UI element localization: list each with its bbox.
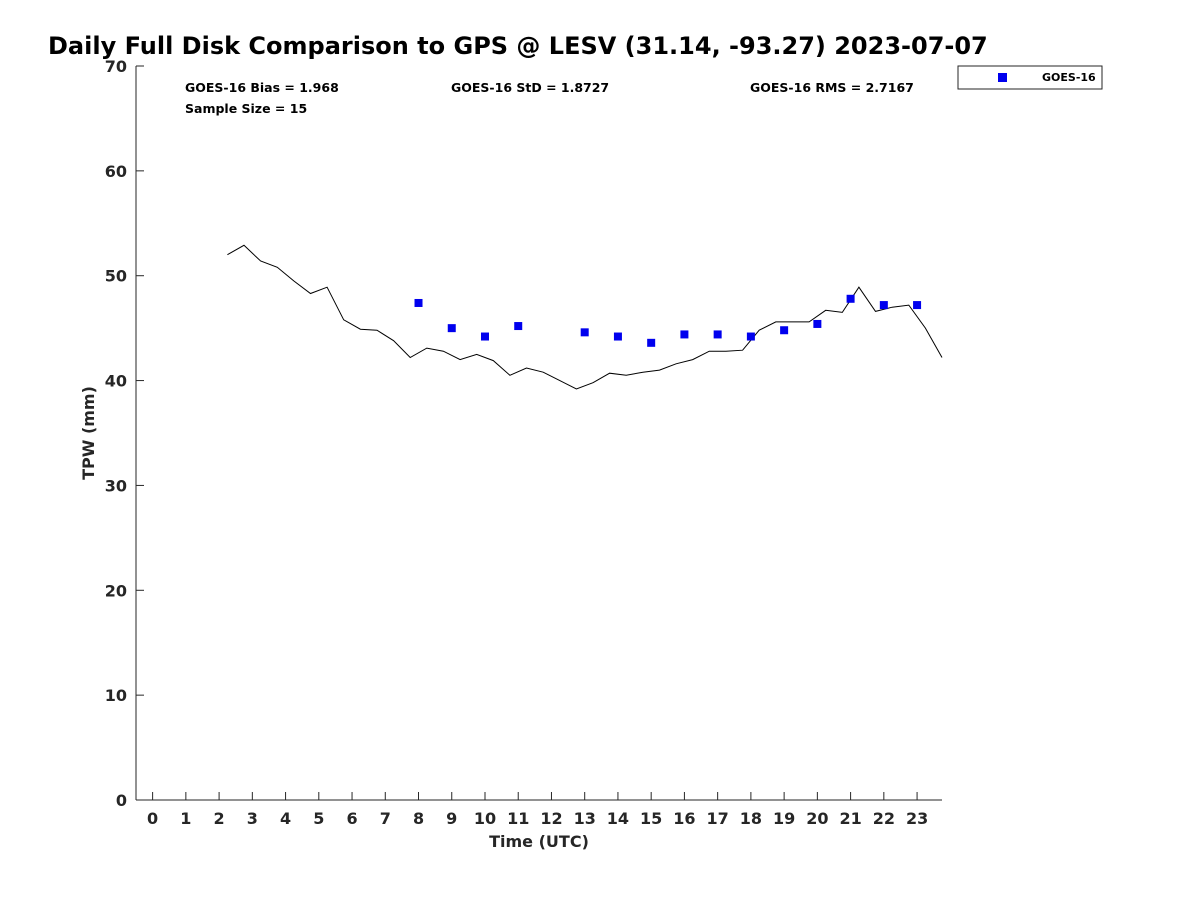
y-tick-label: 70 — [105, 57, 127, 76]
x-tick-label: 7 — [380, 809, 391, 828]
y-tick-label: 30 — [105, 476, 127, 495]
goes16-point — [746, 332, 755, 341]
x-tick-label: 12 — [540, 809, 562, 828]
x-tick-label: 14 — [607, 809, 629, 828]
x-tick-label: 6 — [346, 809, 357, 828]
chart-title: Daily Full Disk Comparison to GPS @ LESV… — [48, 32, 988, 60]
x-tick-label: 19 — [773, 809, 795, 828]
goes16-point — [414, 298, 423, 307]
legend-label: GOES-16 — [1042, 71, 1096, 84]
rms-annotation: GOES-16 RMS = 2.7167 — [750, 80, 914, 95]
goes16-point — [613, 332, 622, 341]
series-group — [227, 244, 943, 390]
sample-size-annotation: Sample Size = 15 — [185, 101, 307, 116]
goes16-point — [879, 301, 888, 310]
goes16-point — [447, 324, 456, 333]
x-tick-label: 8 — [413, 809, 424, 828]
x-tick-label: 22 — [873, 809, 895, 828]
y-tick-label: 20 — [105, 581, 127, 600]
y-tick-label: 50 — [105, 267, 127, 286]
std-annotation: GOES-16 StD = 1.8727 — [451, 80, 609, 95]
x-tick-label: 1 — [180, 809, 191, 828]
x-tick-label: 23 — [906, 809, 928, 828]
y-tick-label: 10 — [105, 686, 127, 705]
goes16-point — [647, 338, 656, 347]
goes16-point — [680, 330, 689, 339]
y-axis-label: TPW (mm) — [79, 386, 98, 480]
x-tick-label: 15 — [640, 809, 662, 828]
stats-annotations: GOES-16 Bias = 1.968 GOES-16 StD = 1.872… — [185, 80, 914, 116]
x-tick-label: 18 — [740, 809, 762, 828]
x-tick-label: 21 — [839, 809, 861, 828]
bias-annotation: GOES-16 Bias = 1.968 — [185, 80, 339, 95]
gps-tpw-line — [227, 244, 943, 390]
y-tick-label: 0 — [116, 791, 127, 810]
legend-box — [957, 65, 1103, 90]
goes16-point — [713, 330, 722, 339]
x-tick-label: 2 — [214, 809, 225, 828]
legend: GOES-16 — [957, 65, 1103, 90]
goes16-point — [514, 322, 523, 331]
x-tick-label: 13 — [574, 809, 596, 828]
goes16-point — [580, 328, 589, 337]
goes16-point — [480, 332, 489, 341]
x-tick-label: 11 — [507, 809, 529, 828]
x-tick-label: 0 — [147, 809, 158, 828]
x-tick-label: 5 — [313, 809, 324, 828]
goes16-point — [846, 294, 855, 303]
goes16-point — [813, 319, 822, 328]
x-tick-label: 4 — [280, 809, 291, 828]
goes16-point — [913, 301, 922, 310]
legend-marker — [998, 73, 1007, 82]
goes16-point — [780, 326, 789, 335]
x-axis-ticks: 0 1 2 3 4 5 6 7 8 9 10 11 12 13 14 15 16 17 18 19 20 21 22 23 — [147, 792, 928, 828]
x-tick-label: 3 — [247, 809, 258, 828]
x-tick-label: 9 — [446, 809, 457, 828]
x-tick-label: 16 — [673, 809, 695, 828]
x-tick-label: 17 — [707, 809, 729, 828]
x-axis-label: Time (UTC) — [489, 832, 589, 851]
x-tick-label: 20 — [806, 809, 828, 828]
y-tick-label: 60 — [105, 162, 127, 181]
y-axis-ticks: 0 10 20 30 40 50 60 70 — [105, 57, 144, 810]
x-tick-label: 10 — [474, 809, 496, 828]
y-tick-label: 40 — [105, 372, 127, 391]
